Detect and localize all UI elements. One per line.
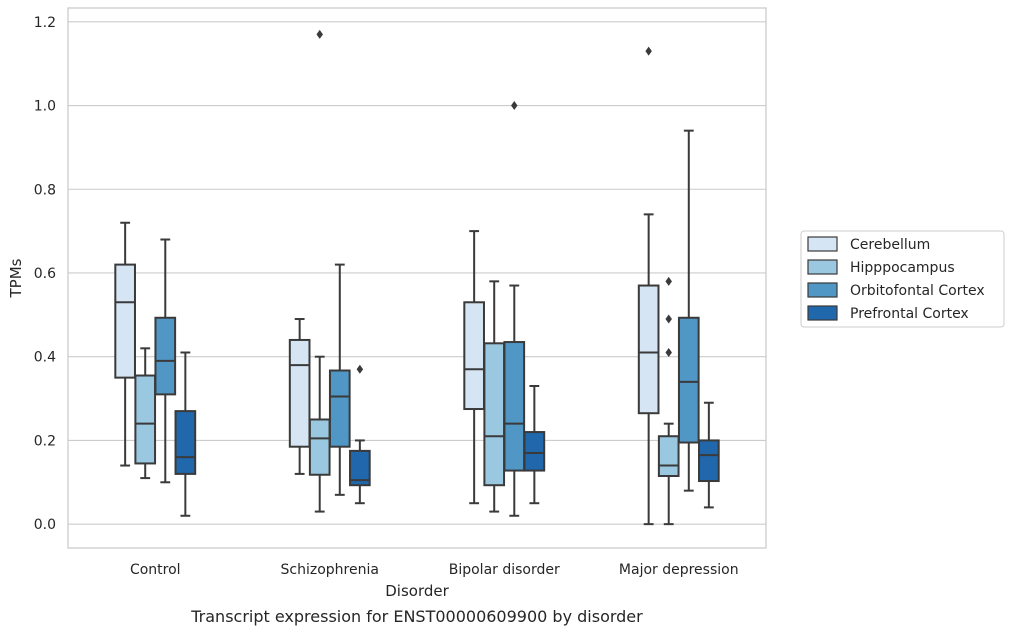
iqr-box bbox=[134, 374, 157, 465]
outlier-point bbox=[665, 348, 672, 358]
iqr-box bbox=[523, 431, 546, 472]
box-orbitofontal-cortex bbox=[154, 238, 177, 484]
y-tick-label: 1.0 bbox=[34, 99, 56, 115]
box-cerebellum bbox=[114, 221, 136, 467]
legend-swatch bbox=[807, 236, 838, 252]
outlier-point bbox=[665, 314, 672, 324]
box-prefrontal-cortex bbox=[349, 364, 371, 505]
iqr-box bbox=[657, 435, 680, 477]
boxes bbox=[114, 29, 720, 526]
y-axis-title: TPMs bbox=[7, 258, 25, 298]
iqr-box bbox=[637, 284, 660, 415]
box-hipppocampus bbox=[483, 280, 506, 513]
iqr-box bbox=[114, 263, 136, 379]
iqr-box bbox=[308, 418, 331, 476]
x-tick-labels: Control Schizophrenia Bipolar disorder Majo… bbox=[130, 562, 739, 578]
legend-label: Prefrontal Cortex bbox=[850, 306, 969, 322]
iqr-box bbox=[328, 369, 351, 448]
box-hipppocampus bbox=[657, 276, 680, 526]
iqr-box bbox=[463, 301, 485, 411]
legend-label: Hipppocampus bbox=[850, 260, 955, 276]
outlier-point bbox=[665, 276, 672, 286]
iqr-box bbox=[698, 439, 720, 483]
plot-frame bbox=[67, 7, 767, 549]
y-tick-label: 0.4 bbox=[34, 350, 56, 366]
box-cerebellum bbox=[288, 318, 311, 475]
legend-frame bbox=[800, 230, 1005, 328]
y-tick-label: 0.2 bbox=[34, 433, 56, 449]
legend-label: Cerebellum bbox=[850, 237, 930, 253]
legend-swatch bbox=[807, 305, 838, 321]
box-hipppocampus bbox=[308, 29, 331, 513]
y-tick-label: 0.8 bbox=[34, 182, 56, 198]
outlier-point bbox=[316, 29, 323, 39]
x-tick-label: Control bbox=[130, 562, 181, 578]
x-tick-label: Schizophrenia bbox=[281, 562, 379, 578]
chart-caption: Transcript expression for ENST0000060990… bbox=[190, 607, 643, 626]
box-prefrontal-cortex bbox=[523, 385, 546, 505]
box-cerebellum bbox=[637, 46, 660, 526]
outlier-point bbox=[356, 364, 364, 374]
legend-swatch bbox=[807, 282, 838, 298]
y-tick-labels: 0.0 0.2 0.4 0.6 0.8 1.0 1.2 bbox=[34, 15, 56, 533]
box-prefrontal-cortex bbox=[698, 401, 720, 509]
legend-swatch bbox=[807, 259, 838, 275]
y-tick-label: 0.0 bbox=[34, 517, 56, 533]
x-axis-title: Disorder bbox=[385, 582, 449, 600]
iqr-box bbox=[349, 449, 371, 487]
x-tick-label: Bipolar disorder bbox=[449, 562, 560, 578]
box-prefrontal-cortex bbox=[174, 351, 197, 517]
box-cerebellum bbox=[463, 230, 485, 505]
y-tick-label: 1.2 bbox=[34, 15, 56, 31]
box-hipppocampus bbox=[134, 347, 157, 480]
legend: Cerebellum Hipppocampus Orbitofontal Corte… bbox=[800, 230, 1005, 328]
box-orbitofontal-cortex bbox=[677, 129, 700, 492]
y-tick-label: 0.6 bbox=[34, 266, 56, 282]
outlier-point bbox=[511, 101, 518, 111]
iqr-box bbox=[677, 316, 700, 444]
legend-label: Orbitofontal Cortex bbox=[850, 283, 985, 299]
iqr-box bbox=[288, 338, 311, 448]
iqr-box bbox=[154, 316, 177, 396]
outlier-point bbox=[645, 46, 652, 56]
x-tick-label: Major depression bbox=[619, 562, 739, 578]
iqr-box bbox=[503, 341, 526, 472]
iqr-box bbox=[174, 410, 197, 475]
box-orbitofontal-cortex bbox=[328, 263, 351, 496]
box-orbitofontal-cortex bbox=[503, 101, 526, 517]
iqr-box bbox=[483, 342, 506, 487]
